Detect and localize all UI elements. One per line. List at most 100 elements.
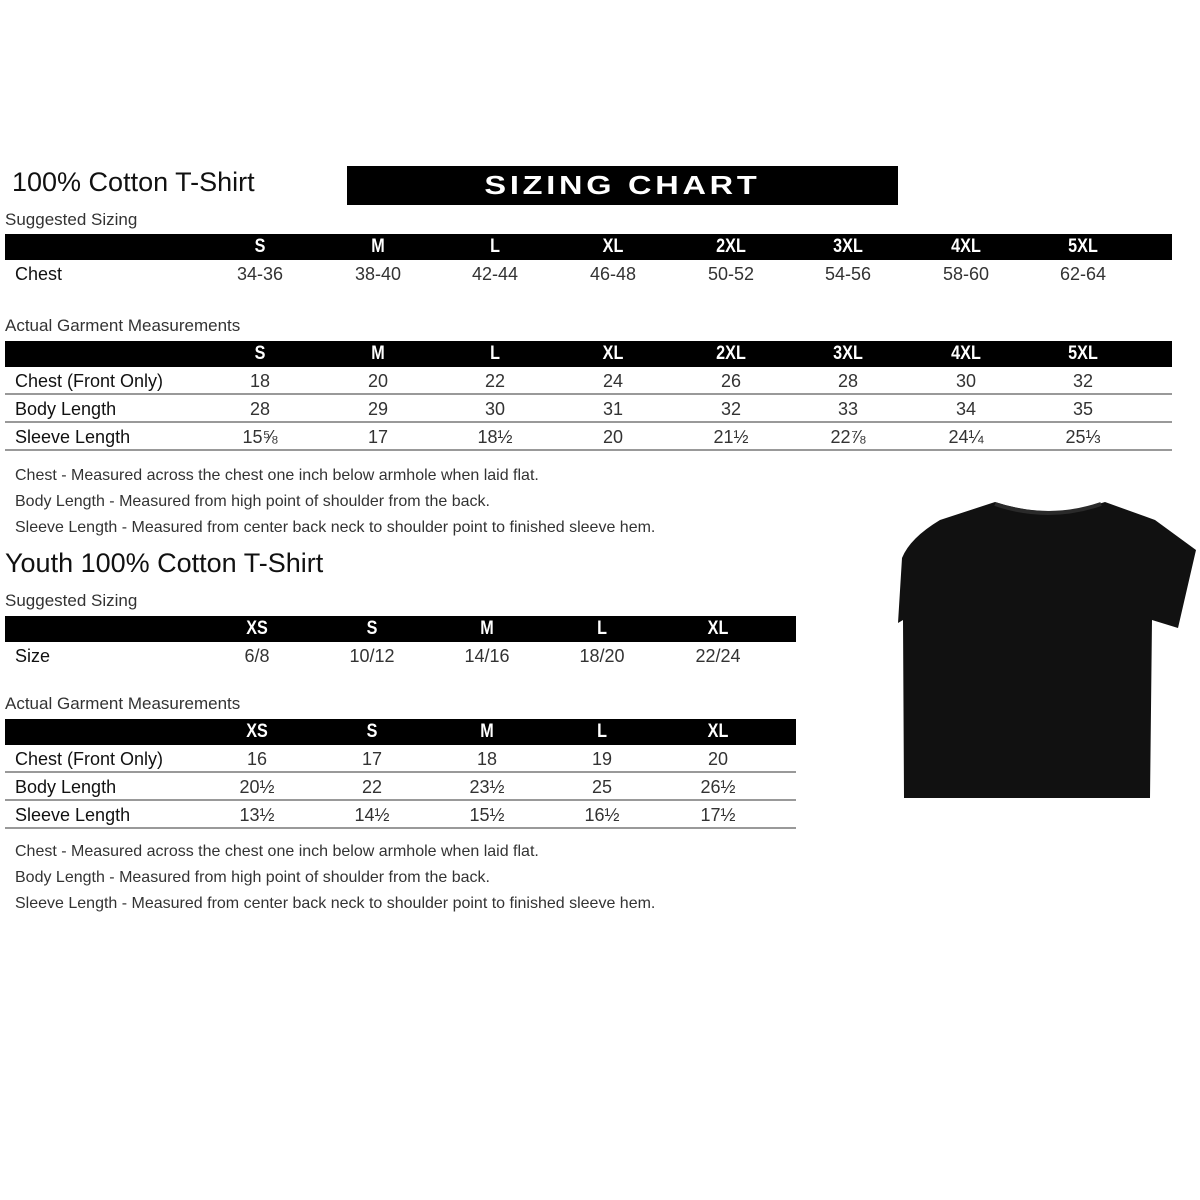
table-cell: 22/24 [695, 646, 741, 666]
youth-actual-label: Actual Garment Measurements [5, 694, 241, 713]
size-header-4xl: 4XL [951, 343, 981, 364]
row-label: Chest (Front Only) [15, 371, 164, 391]
size-header-2xl: 2XL [716, 236, 746, 257]
row-divider [5, 421, 1172, 423]
table-row: Sleeve Length 13½ 14½ 15½ 16½ 17½ [0, 802, 796, 830]
size-header-m: M [480, 721, 494, 742]
size-header-m: M [371, 236, 385, 257]
table-cell: 19 [591, 749, 613, 769]
size-header-xs: XS [246, 721, 268, 742]
table-cell: 17 [367, 427, 389, 447]
size-header-xl: XL [707, 721, 729, 742]
table-cell: 25 [591, 777, 613, 797]
table-cell: 62-64 [1059, 264, 1107, 284]
size-header-s: S [366, 618, 378, 639]
size-header-s: S [254, 343, 266, 364]
table-row: Chest 34-36 38-40 42-44 46-48 50-52 54-56 58-60… [0, 261, 1172, 289]
size-header-s: S [366, 721, 378, 742]
size-header-m: M [371, 343, 385, 364]
table-row: Chest (Front Only) 16 17 18 19 20 [0, 746, 796, 774]
row-label: Body Length [15, 777, 117, 797]
row-divider [5, 771, 796, 773]
table-row: Body Length 28 29 30 31 32 33 34 35 [0, 396, 1172, 424]
youth-suggested-size-header: XS S M L XL [5, 616, 796, 642]
table-cell: 26 [720, 371, 742, 391]
size-header-3xl: 3XL [833, 343, 863, 364]
size-header-3xl: 3XL [833, 236, 863, 257]
table-cell: 18/20 [579, 646, 625, 666]
size-header-s: S [254, 236, 266, 257]
table-cell: 32 [1072, 371, 1094, 391]
row-divider [5, 393, 1172, 395]
adult-title: 100% Cotton T-Shirt [12, 167, 255, 197]
table-cell: 33 [837, 399, 859, 419]
size-header-xs: XS [246, 618, 268, 639]
row-label: Chest (Front Only) [15, 749, 164, 769]
note-line: Body Length - Measured from high point o… [15, 869, 490, 886]
table-cell: 34 [955, 399, 977, 419]
youth-suggested-label: Suggested Sizing [5, 591, 138, 610]
note-line: Sleeve Length - Measured from center bac… [15, 519, 656, 536]
youth-title: Youth 100% Cotton T-Shirt [5, 548, 324, 578]
table-cell: 28 [249, 399, 271, 419]
adult-actual-label: Actual Garment Measurements [5, 316, 241, 335]
table-cell: 31 [602, 399, 624, 419]
table-cell: 50-52 [707, 264, 755, 284]
table-cell: 22⅞ [830, 427, 866, 447]
table-cell: 24¼ [948, 427, 984, 447]
t-shirt-icon [898, 502, 1196, 798]
row-divider [5, 799, 796, 801]
table-cell: 38-40 [354, 264, 402, 284]
adult-suggested-label: Suggested Sizing [5, 210, 138, 229]
table-cell: 24 [602, 371, 624, 391]
size-header-xl: XL [602, 343, 624, 364]
table-cell: 14½ [354, 805, 390, 825]
row-divider [5, 449, 1172, 451]
row-label: Sleeve Length [15, 805, 131, 825]
table-cell: 17 [361, 749, 383, 769]
table-cell: 46-48 [589, 264, 637, 284]
size-header-xl: XL [602, 236, 624, 257]
size-header-l: L [490, 343, 500, 364]
table-cell: 58-60 [942, 264, 990, 284]
table-cell: 18 [476, 749, 498, 769]
table-cell: 32 [720, 399, 742, 419]
note-line: Sleeve Length - Measured from center bac… [15, 895, 656, 912]
row-divider [5, 827, 796, 829]
size-header-l: L [597, 618, 607, 639]
size-header-xl: XL [707, 618, 729, 639]
note-line: Body Length - Measured from high point o… [15, 493, 490, 510]
size-header-4xl: 4XL [951, 236, 981, 257]
table-cell: 30 [484, 399, 506, 419]
table-cell: 29 [367, 399, 389, 419]
youth-actual-size-header: XS S M L XL [5, 719, 796, 745]
table-row: Chest (Front Only) 18 20 22 24 26 28 30 32 [0, 368, 1172, 396]
table-cell: 17½ [700, 805, 736, 825]
table-row: Body Length 20½ 22 23½ 25 26½ [0, 774, 796, 802]
banner-text: SIZING CHART [484, 170, 761, 200]
table-cell: 6/8 [244, 646, 270, 666]
table-row: Sleeve Length 15⅝ 17 18½ 20 21½ 22⅞ 24¼ 25⅓ [0, 424, 1172, 452]
adult-actual-size-header: S M L XL 2XL 3XL 4XL 5XL [5, 341, 1172, 367]
table-cell: 25⅓ [1065, 427, 1101, 447]
note-line: Chest - Measured across the chest one in… [15, 467, 539, 484]
adult-suggested-size-header: S M L XL 2XL 3XL 4XL 5XL [5, 234, 1172, 260]
table-row: Size 6/8 10/12 14/16 18/20 22/24 [0, 643, 796, 671]
size-header-5xl: 5XL [1068, 236, 1098, 257]
table-cell: 42-44 [471, 264, 519, 284]
table-cell: 10/12 [349, 646, 395, 666]
table-cell: 13½ [239, 805, 275, 825]
size-header-2xl: 2XL [716, 343, 746, 364]
table-cell: 35 [1072, 399, 1094, 419]
row-label: Size [15, 646, 51, 666]
note-line: Chest - Measured across the chest one in… [15, 843, 539, 860]
table-cell: 18½ [477, 427, 513, 447]
size-header-l: L [490, 236, 500, 257]
table-cell: 26½ [700, 777, 736, 797]
size-header-m: M [480, 618, 494, 639]
table-cell: 23½ [469, 777, 505, 797]
table-cell: 30 [955, 371, 977, 391]
table-cell: 28 [837, 371, 859, 391]
table-cell: 16 [246, 749, 268, 769]
table-cell: 15½ [469, 805, 505, 825]
